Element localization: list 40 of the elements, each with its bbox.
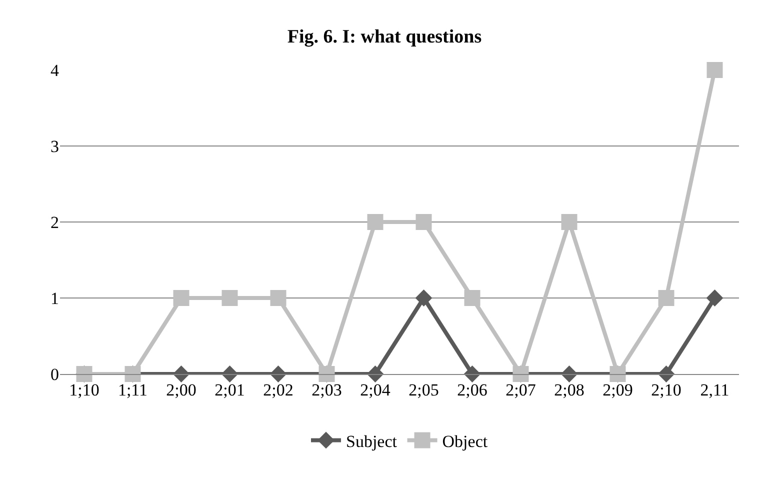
point [560, 366, 578, 382]
y-tick-label: 4 [50, 60, 60, 80]
x-tick-label: 2;02 [263, 380, 294, 400]
point [172, 366, 190, 382]
y-tick-label: 2 [50, 212, 59, 232]
point [658, 366, 675, 382]
x-tick-label: 2;04 [360, 380, 391, 400]
point [367, 214, 384, 230]
y-tick-label: 3 [50, 136, 59, 156]
point [415, 290, 432, 306]
point [706, 62, 723, 78]
x-tick-label: 2;07 [506, 380, 536, 400]
y-tick-label: 1 [50, 288, 59, 308]
point [173, 290, 190, 306]
legend-label: Object [442, 432, 488, 451]
x-tick-label: 2;09 [602, 380, 633, 400]
point [416, 214, 432, 230]
point [221, 366, 238, 382]
legend-label: Subject [346, 432, 398, 451]
point [366, 366, 384, 382]
point [270, 366, 287, 382]
point [464, 290, 480, 306]
x-tick-label: 2,11 [700, 380, 730, 400]
x-tick-label: 2;06 [457, 380, 488, 400]
point [464, 366, 481, 382]
point [706, 290, 724, 306]
x-tick-label: 1;11 [118, 380, 148, 400]
x-tick-label: 2;03 [312, 380, 342, 400]
x-tick-label: 2;05 [408, 380, 439, 400]
x-tick-label: 2;00 [166, 380, 196, 400]
x-tick-label: 2;08 [554, 380, 584, 400]
chart-title: Fig. 6. I: what questions [287, 26, 482, 48]
point [561, 214, 578, 230]
x-tick-label: 1;10 [69, 380, 100, 400]
x-tick-label: 2;10 [651, 380, 682, 400]
point [222, 290, 238, 306]
y-tick-label: 0 [50, 364, 59, 384]
x-tick-label: 2;01 [214, 380, 245, 400]
point [270, 290, 286, 306]
point [658, 290, 674, 306]
